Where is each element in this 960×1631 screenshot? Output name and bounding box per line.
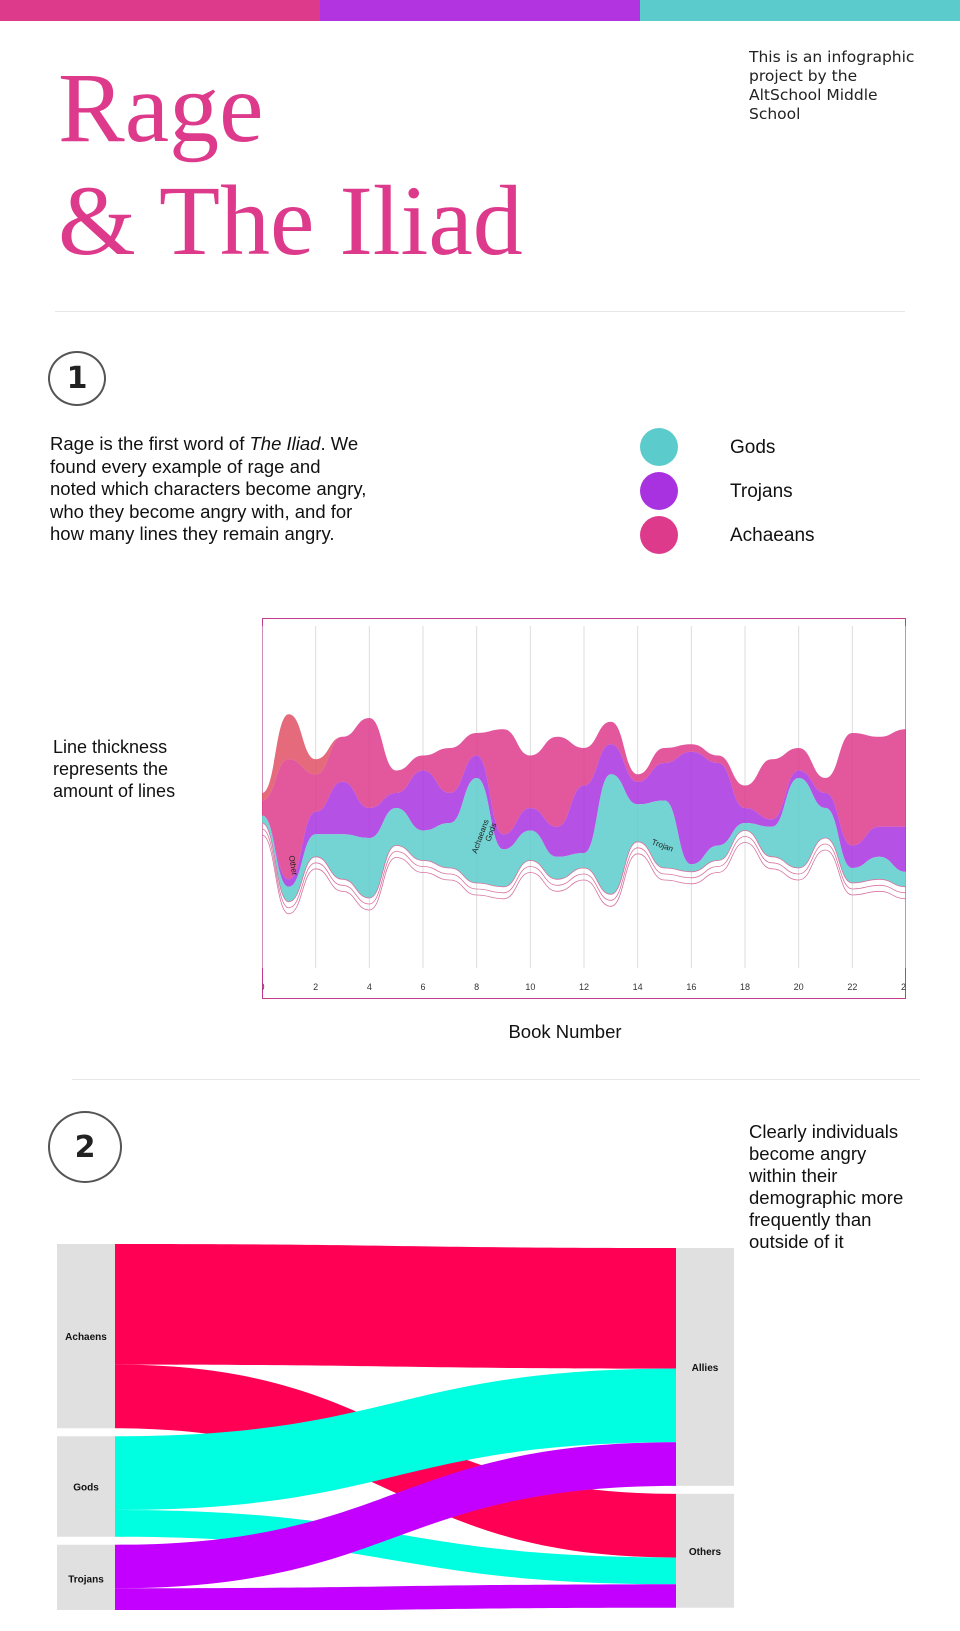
stream-thin-line [262,822,906,903]
x-tick-label: 18 [740,982,750,992]
top-accent-bar [0,0,960,21]
intro-text-start: Rage is the first word of [50,433,250,454]
x-tick-label: 22 [847,982,857,992]
sankey-source-node [57,1244,115,1429]
legend-label-gods: Gods [730,437,776,458]
sankey-target-label: Others [689,1547,722,1558]
byline: This is an infographic project by the Al… [749,48,915,123]
x-tick-label: 6 [420,982,425,992]
stream-thin-line [262,834,906,915]
rage-streamgraph: 024681012141618202224OtherAchaeansGodsTr… [262,618,906,999]
x-tick-label: 0 [262,982,265,992]
legend-dot-achaeans [640,516,678,554]
stream-label: Other [287,855,299,877]
sankey-flow-gods-allies [115,1368,676,1510]
x-tick-label: 8 [474,982,479,992]
sankey-flow-achaens-allies [115,1244,676,1369]
accent-bar-teal [640,0,960,21]
x-tick-label: 10 [525,982,535,992]
stream-series-trojans [262,744,906,887]
sankey-source-node [57,1544,115,1610]
x-tick-label: 2 [313,982,318,992]
rage-sankey-diagram: Achaens Gods Trojans Allies Others [57,1244,734,1610]
x-tick-label: 12 [579,982,589,992]
sankey-source-label: Gods [73,1483,99,1494]
x-tick-label: 4 [367,982,372,992]
legend-dot-trojans [640,472,678,510]
sankey-flow-gods-others [115,1509,676,1585]
line-thickness-note: Line thickness represents the amount of … [53,737,176,801]
accent-bar-pink [0,0,320,21]
section-2-number: 2 [48,1111,122,1183]
legend-label-trojans: Trojans [730,481,793,502]
legend-item-trojans: Trojans [640,472,900,512]
x-tick-label: 20 [794,982,804,992]
legend-dot-gods [640,428,678,466]
legend-item-achaeans: Achaeans [640,516,900,556]
legend-item-gods: Gods [640,428,900,468]
accent-bar-purple [320,0,640,21]
section-1-intro: Rage is the first word of The Iliad. We … [50,433,370,546]
divider [72,1079,920,1080]
sankey-target-node [676,1248,734,1486]
stream-thin-line [262,828,906,909]
sankey-flow-trojans-others [115,1584,676,1610]
demographic-note: Clearly individuals become angry within … [749,1121,904,1252]
x-tick-label: 14 [633,982,643,992]
x-tick-label: 24 [901,982,906,992]
sankey-source-label: Achaens [65,1332,107,1343]
intro-book-title: The Iliad [249,433,321,454]
legend-label-achaeans: Achaeans [730,525,815,546]
page-title-line-2: & The Iliad [58,165,523,276]
section-1-number: 1 [48,351,106,406]
divider [55,311,905,312]
sankey-target-label: Allies [692,1363,719,1374]
sankey-source-label: Trojans [68,1574,104,1585]
stream-series-gods [262,774,906,902]
x-tick-label: 16 [686,982,696,992]
intro-text-end: . We found every example of rage and not… [50,433,367,544]
x-axis-title: Book Number [508,1021,622,1042]
sankey-target-node [676,1493,734,1608]
sankey-source-node [57,1436,115,1537]
section-1-number-text: 1 [66,361,88,396]
section-2-number-text: 2 [74,1129,96,1165]
page-title-line-1: Rage [58,52,264,163]
sankey-flow-trojans-allies [115,1442,676,1589]
stream-series-achaeans [262,718,906,880]
